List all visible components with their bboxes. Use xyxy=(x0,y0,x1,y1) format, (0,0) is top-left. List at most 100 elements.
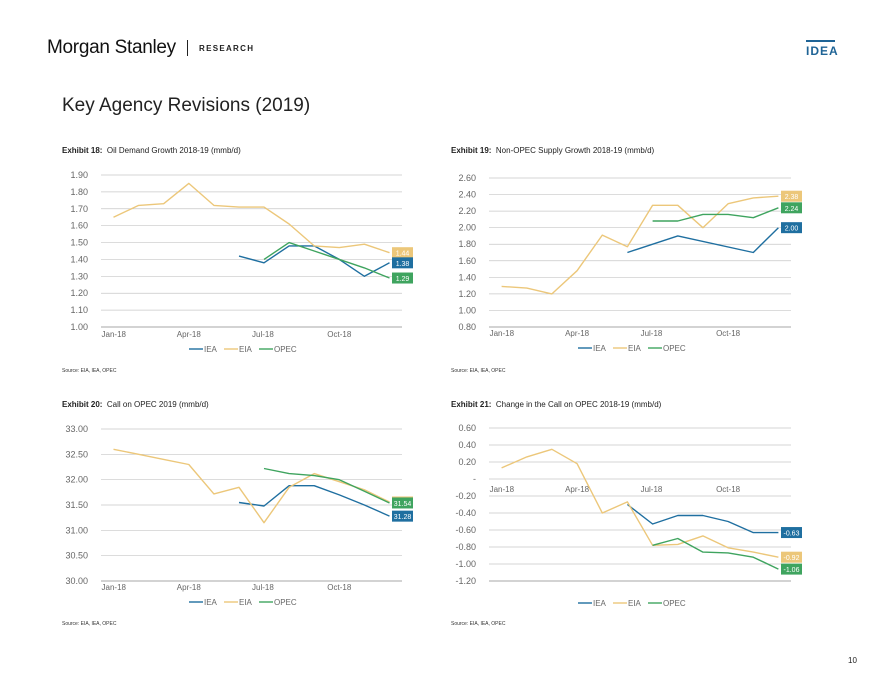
exhibit-number: Exhibit 21: xyxy=(451,400,492,409)
end-value-box-eia xyxy=(781,551,802,563)
series-line-opec xyxy=(263,467,390,504)
chart-source: Source: EIA, IEA, OPEC xyxy=(451,368,506,374)
y-tick-label: 1.60 xyxy=(70,221,88,231)
y-tick-label: 1.90 xyxy=(70,170,88,180)
y-tick-label: -0.60 xyxy=(455,525,476,535)
non-opec-supply-chart: 0.80 1.00 1.20 1.40 1.60 1.80 2.00 2.20 2.40 2.60… xyxy=(458,173,802,353)
series-line-opec xyxy=(652,207,779,222)
y-tick-label: 1.20 xyxy=(458,289,476,299)
exhibit-21-panel: Exhibit 21: Change in the Call on OPEC 2… xyxy=(451,400,821,650)
y-tick-label: 1.00 xyxy=(70,322,88,332)
series-line-eia xyxy=(501,448,779,558)
y-tick-label: -1.00 xyxy=(455,559,476,569)
end-value-label-eia: -0.92 xyxy=(784,555,800,562)
legend-label-eia: EIA xyxy=(239,598,253,607)
x-tick-label: Jan-18 xyxy=(102,330,127,339)
y-tick-label: 1.10 xyxy=(70,305,88,315)
y-tick-label: 1.20 xyxy=(70,288,88,298)
page-title: Key Agency Revisions (2019) xyxy=(62,95,311,116)
x-tick-label: Jul-18 xyxy=(641,485,663,494)
x-tick-label: Jan-18 xyxy=(490,485,515,494)
exhibit-title: Exhibit 21: Change in the Call on OPEC 2… xyxy=(451,400,661,409)
y-tick-label: 2.00 xyxy=(458,223,476,233)
y-tick-label: 0.40 xyxy=(458,440,476,450)
section-label: RESEARCH xyxy=(199,44,255,53)
y-tick-label: 1.30 xyxy=(70,271,88,281)
idea-tag-rule xyxy=(806,40,835,42)
end-value-label-eia: 1.44 xyxy=(396,251,410,258)
exhibit-19-panel: Exhibit 19: Non-OPEC Supply Growth 2018-… xyxy=(451,146,821,396)
x-tick-label: Oct-18 xyxy=(716,485,741,494)
legend-label-iea: IEA xyxy=(593,344,607,353)
x-tick-label: Oct-18 xyxy=(327,583,352,592)
end-value-box-opec xyxy=(781,563,802,575)
y-tick-label: 1.70 xyxy=(70,204,88,214)
exhibit-20-panel: Exhibit 20: Call on OPEC 2019 (mmb/d) 30… xyxy=(62,400,432,650)
end-value-box-opec xyxy=(392,272,413,284)
end-value-label-iea: 31.28 xyxy=(394,514,412,521)
x-tick-label: Jul-18 xyxy=(641,329,663,338)
x-tick-label: Oct-18 xyxy=(716,329,741,338)
end-value-box-opec xyxy=(781,202,802,214)
y-tick-label: 31.00 xyxy=(65,525,88,535)
end-value-box-eia xyxy=(781,190,802,202)
y-tick-label: -0.20 xyxy=(455,491,476,501)
call-on-opec-chart: 30.00 30.50 31.00 31.50 32.00 32.50 33.00 Jan-1… xyxy=(65,424,413,607)
y-tick-label: 30.00 xyxy=(65,576,88,586)
exhibit-title: Exhibit 19: Non-OPEC Supply Growth 2018-… xyxy=(451,146,654,155)
y-tick-label: 0.20 xyxy=(458,457,476,467)
exhibit-number: Exhibit 18: xyxy=(62,146,103,155)
end-value-label-opec: -1.06 xyxy=(784,567,800,574)
chart-title: Change in the Call on OPEC 2018-19 (mmb/… xyxy=(495,400,662,409)
end-value-label-opec: 2.24 xyxy=(785,206,799,213)
legend-label-opec: OPEC xyxy=(274,598,297,607)
y-tick-label: - xyxy=(473,474,476,484)
end-value-box-eia xyxy=(392,247,413,259)
y-tick-label: 2.20 xyxy=(458,206,476,216)
chart-source: Source: EIA, IEA, OPEC xyxy=(62,621,117,627)
y-tick-label: 1.80 xyxy=(458,239,476,249)
chart-title: Call on OPEC 2019 (mmb/d) xyxy=(106,400,209,409)
y-tick-label: 1.40 xyxy=(70,254,88,264)
legend-label-eia: EIA xyxy=(628,599,642,608)
end-value-box-iea xyxy=(392,510,413,522)
y-tick-label: 32.50 xyxy=(65,449,88,459)
y-tick-label: 31.50 xyxy=(65,500,88,510)
exhibit-18-panel: Exhibit 18: Oil Demand Growth 2018-19 (m… xyxy=(62,146,432,396)
chart-title: Oil Demand Growth 2018-19 (mmb/d) xyxy=(106,146,241,155)
y-tick-label: -1.20 xyxy=(455,576,476,586)
page-number: 10 xyxy=(848,656,857,665)
x-tick-label: Jan-18 xyxy=(490,329,515,338)
x-tick-label: Jul-18 xyxy=(252,330,274,339)
legend-label-iea: IEA xyxy=(204,345,218,354)
chart-title: Non-OPEC Supply Growth 2018-19 (mmb/d) xyxy=(495,146,655,155)
end-value-label-opec: 31.54 xyxy=(394,501,412,508)
exhibit-title: Exhibit 18: Oil Demand Growth 2018-19 (m… xyxy=(62,146,241,155)
header-divider xyxy=(187,40,188,56)
x-tick-label: Jul-18 xyxy=(252,583,274,592)
series-line-eia xyxy=(113,448,390,524)
brand-logo: Morgan Stanley xyxy=(47,37,176,58)
legend-label-eia: EIA xyxy=(628,344,642,353)
oil-demand-chart: 1.00 1.10 1.20 1.30 1.40 1.50 1.60 1.70 1.80 1.90… xyxy=(70,170,413,354)
series-line-iea xyxy=(238,484,390,517)
y-tick-label: 1.60 xyxy=(458,256,476,266)
y-tick-label: 1.40 xyxy=(458,272,476,282)
x-tick-label: Apr-18 xyxy=(177,330,202,339)
series-line-opec xyxy=(263,241,390,279)
y-tick-label: 1.80 xyxy=(70,187,88,197)
legend-label-eia: EIA xyxy=(239,345,253,354)
x-tick-label: Apr-18 xyxy=(177,583,202,592)
y-tick-label: 0.60 xyxy=(458,423,476,433)
x-tick-label: Apr-18 xyxy=(565,485,590,494)
chart-source: Source: EIA, IEA, OPEC xyxy=(62,368,117,374)
chart-source: Source: EIA, IEA, OPEC xyxy=(451,621,506,627)
end-value-box-opec xyxy=(392,497,413,509)
y-tick-label: 2.60 xyxy=(458,173,476,183)
exhibit-title: Exhibit 20: Call on OPEC 2019 (mmb/d) xyxy=(62,400,209,409)
y-tick-label: 1.00 xyxy=(458,305,476,315)
y-tick-label: -0.40 xyxy=(455,508,476,518)
legend-label-opec: OPEC xyxy=(663,344,686,353)
series-line-iea xyxy=(627,227,779,254)
series-line-iea xyxy=(626,503,779,534)
